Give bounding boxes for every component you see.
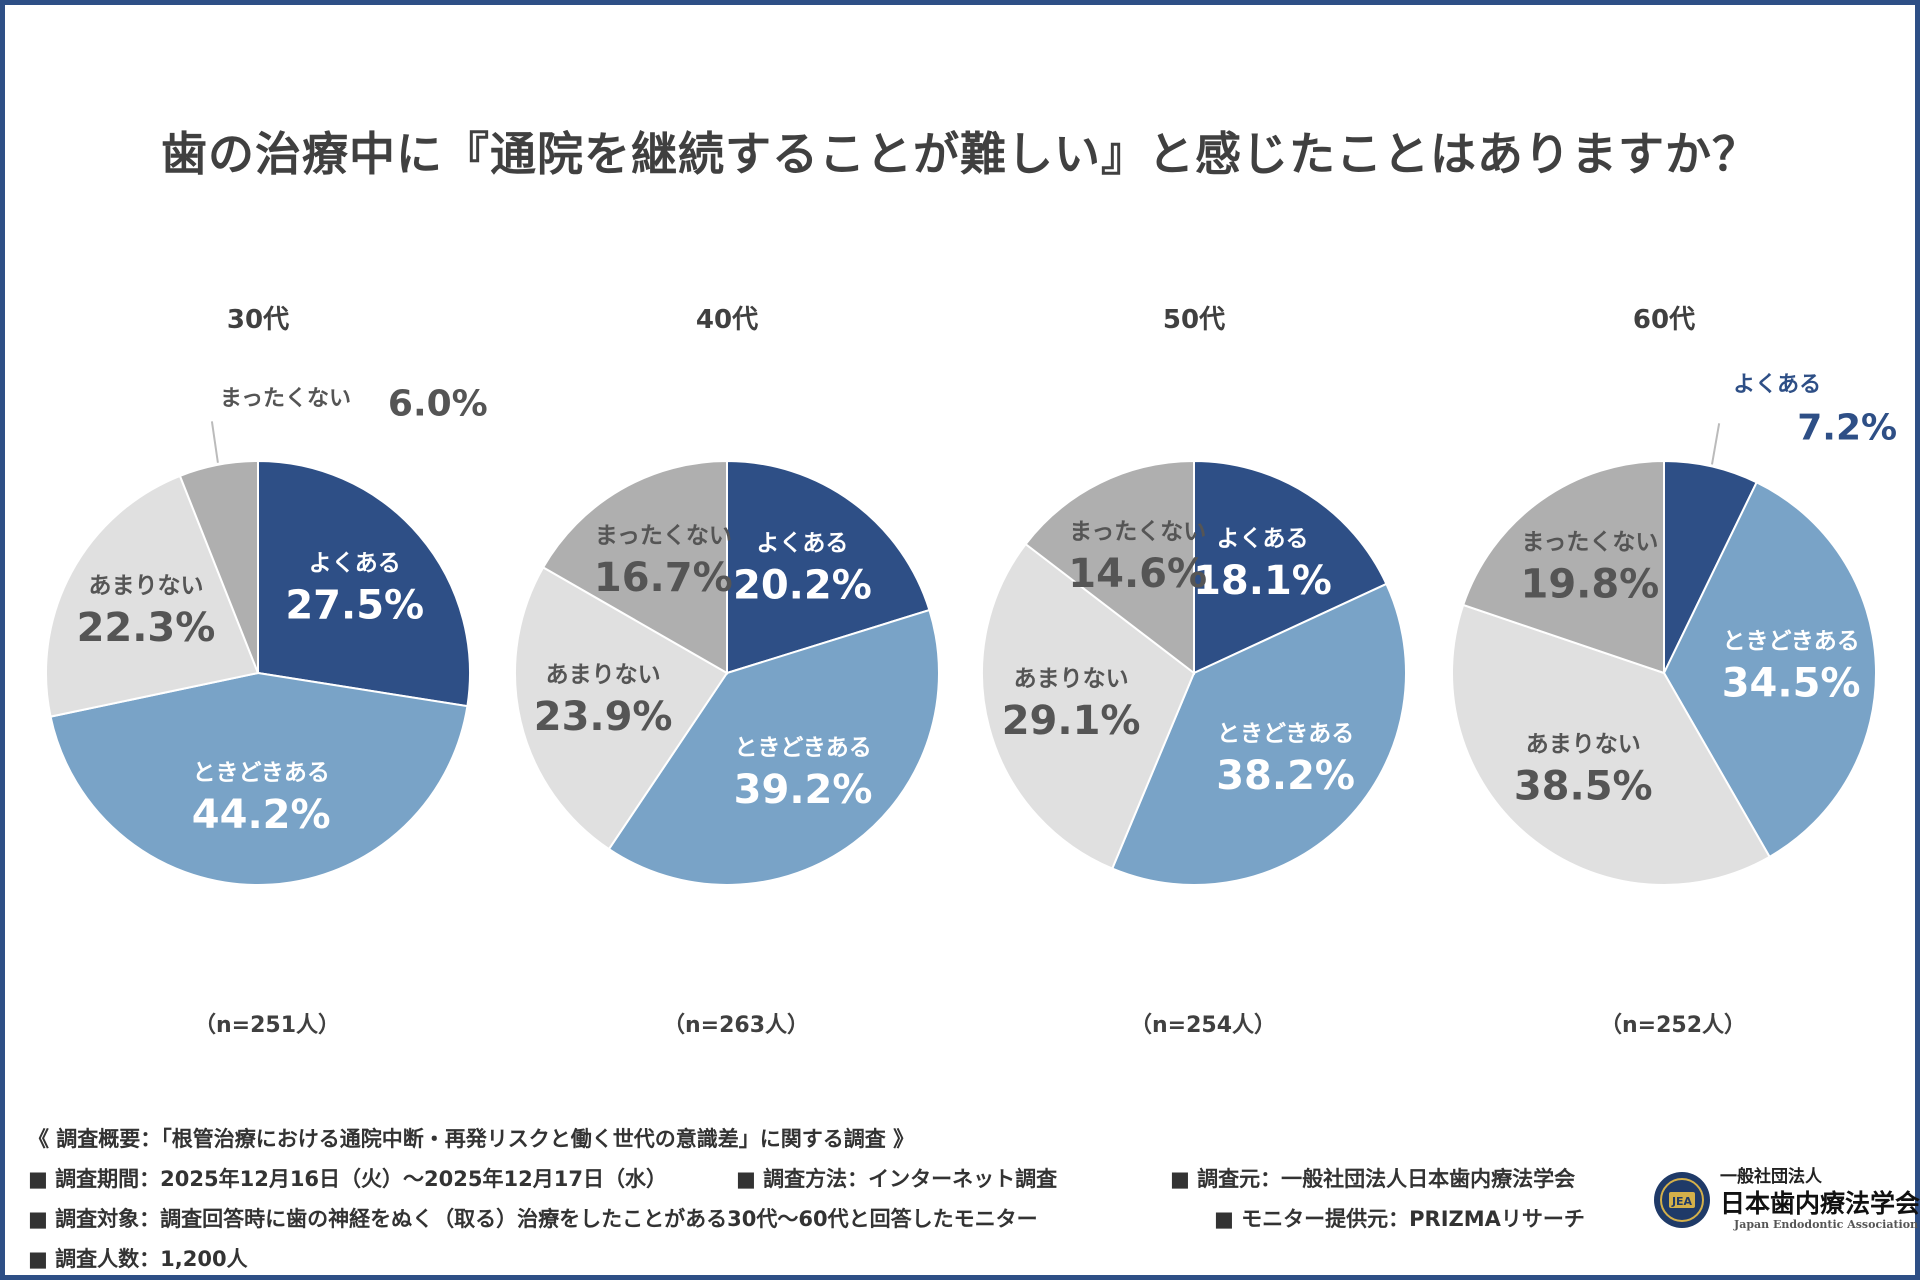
association-logo: JEA 一般社団法人 日本歯内療法学会 Japan Endodontic Ass… <box>1652 1160 1920 1240</box>
leader-line <box>1711 423 1721 465</box>
survey-overview: 《 調査概要：「根管治療における通院中断・再発リスクと働く世代の意識差」に関する… <box>28 1127 915 1151</box>
pie-chart-0 <box>45 421 471 886</box>
slice-label: まったくない <box>1069 519 1206 545</box>
slice-label: ときどきある <box>1722 629 1859 655</box>
slice-label: ときどきある <box>1217 721 1354 747</box>
pie-title: 50代 <box>1163 305 1225 335</box>
pie-slice-0 <box>1193 459 1388 675</box>
slice-value: 38.5% <box>1514 763 1653 809</box>
survey-source: ■ 調査元：一般社団法人日本歯内療法学会 <box>1170 1167 1576 1191</box>
slice-value: 38.2% <box>1216 753 1355 799</box>
pie-slice-3 <box>178 459 259 674</box>
survey-target: ■ 調査対象：調査回答時に歯の神経をぬく（取る）治療をしたことがある30代～60… <box>28 1207 1038 1231</box>
slice-value: 39.2% <box>734 767 873 813</box>
survey-provider: ■ モニター提供元：PRIZMAリサーチ <box>1214 1207 1585 1231</box>
sample-size-label: （n=251人） <box>194 1013 340 1038</box>
logo-line1: 一般社団法人 <box>1720 1167 1822 1187</box>
slice-value: 19.8% <box>1520 562 1659 608</box>
survey-period: ■ 調査期間：2025年12月16日（火）～2025年12月17日（水） <box>28 1167 667 1191</box>
pie-title: 30代 <box>227 305 289 335</box>
slice-value: 34.5% <box>1722 661 1861 707</box>
chart-title: 歯の治療中に『通院を継続することが難しい』と感じたことはありますか？ <box>161 127 1759 181</box>
slice-label: ときどきある <box>193 760 330 786</box>
pie-slice-3 <box>541 459 728 675</box>
pie-title: 40代 <box>696 305 758 335</box>
emblem-text: JEA <box>1671 1195 1693 1208</box>
pie-slice-1 <box>607 608 940 886</box>
leader-line <box>210 421 219 463</box>
pie-slice-1 <box>1110 582 1407 886</box>
slice-label: あまりない <box>1526 731 1641 757</box>
pie-chart-1 <box>514 459 940 886</box>
slice-label: まったくない <box>1521 530 1658 556</box>
pie-title: 60代 <box>1633 305 1695 335</box>
slice-value: 6.0% <box>388 383 488 424</box>
pie-slice-3 <box>1024 459 1195 676</box>
pie-slice-2 <box>45 474 260 718</box>
slice-value: 27.5% <box>285 582 424 628</box>
slice-label: よくある <box>756 531 848 557</box>
slice-label: あまりない <box>546 662 661 688</box>
slice-value: 14.6% <box>1068 551 1207 597</box>
slice-value: 22.3% <box>77 605 216 651</box>
slice-label: よくある <box>1733 372 1821 397</box>
slice-label: ときどきある <box>734 735 871 761</box>
pie-slice-1 <box>1662 480 1877 859</box>
sample-size-label: （n=263人） <box>663 1013 809 1038</box>
slice-label: まったくない <box>220 386 351 411</box>
slice-value: 20.2% <box>733 563 872 609</box>
slice-value: 16.7% <box>594 555 733 601</box>
sample-size-label: （n=252人） <box>1600 1013 1746 1038</box>
slice-value: 29.1% <box>1002 698 1141 744</box>
slice-label: よくある <box>1216 526 1308 552</box>
logo-line3: Japan Endodontic Association <box>1734 1218 1919 1231</box>
pie-slice-2 <box>1451 603 1771 886</box>
slice-label: まったくない <box>595 523 732 549</box>
pie-slice-1 <box>49 671 469 886</box>
pie-slice-2 <box>981 542 1196 870</box>
sample-size-label: （n=254人） <box>1130 1013 1276 1038</box>
pie-slice-0 <box>726 459 931 675</box>
survey-count: ■ 調査人数：1,200人 <box>28 1247 248 1271</box>
pie-slice-2 <box>514 566 729 851</box>
slice-value: 18.1% <box>1193 558 1332 604</box>
slice-value: 7.2% <box>1797 407 1897 448</box>
logo-line2: 日本歯内療法学会 <box>1720 1189 1920 1218</box>
slice-label: よくある <box>309 550 401 576</box>
pie-chart-3 <box>1451 423 1877 886</box>
slice-label: あまりない <box>88 573 203 599</box>
slice-value: 44.2% <box>192 792 331 838</box>
survey-method: ■ 調査方法：インターネット調査 <box>736 1167 1058 1191</box>
pie-slice-3 <box>1461 459 1665 675</box>
slice-value: 23.9% <box>534 694 673 740</box>
slice-label: あまりない <box>1014 666 1129 692</box>
pie-slice-0 <box>257 459 471 708</box>
pie-chart-2 <box>981 459 1407 886</box>
association-emblem-icon: JEA <box>1654 1172 1710 1228</box>
